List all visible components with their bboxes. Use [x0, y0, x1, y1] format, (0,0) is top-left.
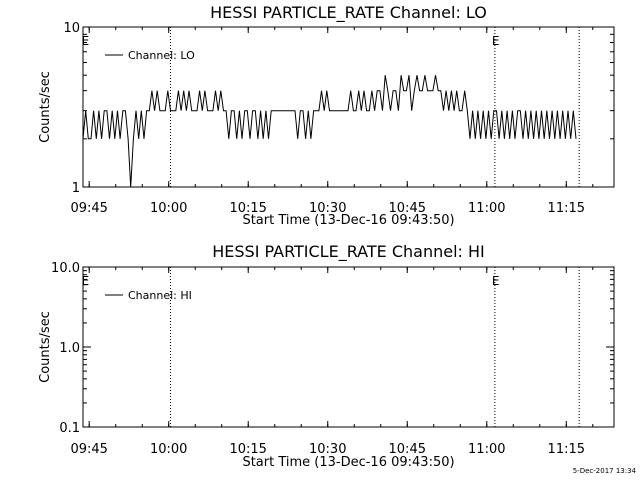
panel-lo: HESSI PARTICLE_RATE Channel: LO 09:45 10:0… [38, 3, 615, 228]
x-tick-label: 10:15 [229, 201, 266, 216]
x-axis-label: Start Time (13-Dec-16 09:43:50) [242, 455, 454, 470]
x-tick-label: 11:15 [548, 201, 585, 216]
series-line-channel-lo [82, 75, 577, 188]
event-marker-label: E [492, 274, 500, 288]
y-tick-label: 1.0 [59, 341, 80, 356]
event-marker-label: E [82, 274, 90, 288]
y-axis-label: Counts/sec [38, 311, 53, 383]
x-tick-label: 10:15 [229, 442, 266, 457]
x-tick-label: 11:00 [468, 442, 505, 457]
y-tick-label: 10.0 [51, 261, 80, 276]
legend-label: Channel: LO [128, 49, 195, 62]
event-marker-label: E [82, 34, 90, 48]
panel-hi: HESSI PARTICLE_RATE Channel: HI 09:45 10:0… [38, 242, 615, 470]
footer-timestamp: 5-Dec-2017 13:34 [573, 467, 637, 475]
event-marker-label: E [492, 34, 500, 48]
y-tick-label: 1 [72, 181, 80, 196]
legend-label: Channel: HI [128, 289, 192, 302]
plot-frame [82, 26, 615, 188]
y-axis-label: Counts/sec [38, 71, 53, 143]
x-tick-label: 10:00 [150, 442, 187, 457]
x-tick-label: 10:30 [309, 442, 346, 457]
chart-title: HESSI PARTICLE_RATE Channel: LO [210, 3, 487, 23]
x-tick-label: 10:00 [150, 201, 187, 216]
x-axis-label: Start Time (13-Dec-16 09:43:50) [242, 213, 454, 228]
x-tick-label: 11:15 [548, 442, 585, 457]
y-tick-label: 10 [63, 21, 80, 36]
y-tick-label: 0.1 [59, 421, 80, 436]
x-tick-label: 10:45 [389, 442, 426, 457]
x-tick-label: 09:45 [70, 201, 107, 216]
x-tick-label: 11:00 [468, 201, 505, 216]
chart-title: HESSI PARTICLE_RATE Channel: HI [212, 242, 485, 262]
x-tick-label: 09:45 [70, 442, 107, 457]
x-tick-label: 10:30 [309, 201, 346, 216]
x-tick-label: 10:45 [389, 201, 426, 216]
